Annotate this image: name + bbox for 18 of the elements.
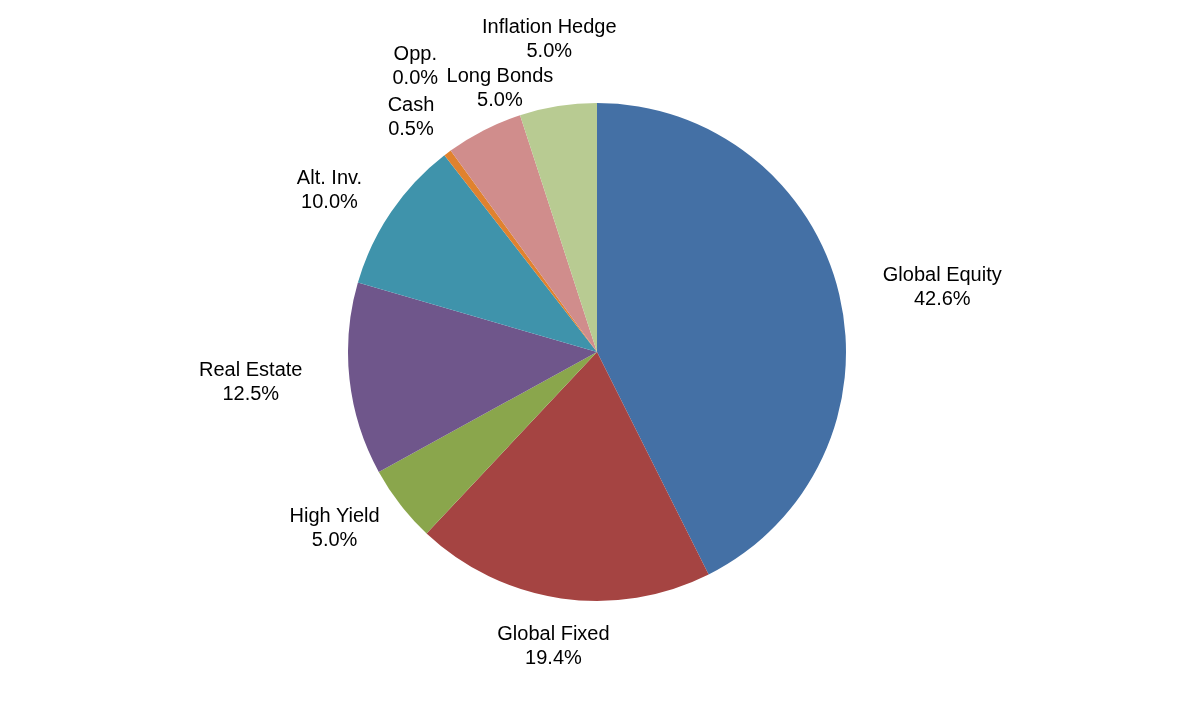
text: 0.0% — [392, 66, 439, 89]
slice-label: Global Fixed — [497, 622, 610, 645]
data-label: 5.0% — [526, 39, 573, 62]
slice-label: Inflation Hedge — [482, 15, 617, 38]
data-label: 19.4% — [525, 646, 582, 669]
slice-label: Alt. Inv. — [296, 165, 363, 188]
data-label: 5.0% — [477, 88, 523, 111]
slice-label: Cash — [387, 93, 435, 116]
slice-label: Long Bonds — [446, 64, 554, 87]
data-label: 5.0% — [311, 528, 358, 551]
data-label: 10.0% — [301, 189, 359, 212]
slice-label: High Yield — [289, 504, 380, 527]
data-label: 42.6% — [913, 287, 971, 310]
slice-label: Real Estate — [199, 357, 303, 380]
data-label: 12.5% — [222, 381, 280, 404]
category-label: Opp. — [393, 42, 437, 65]
slice-label: Global Equity — [882, 263, 1002, 286]
data-label: 0.5% — [388, 117, 434, 140]
